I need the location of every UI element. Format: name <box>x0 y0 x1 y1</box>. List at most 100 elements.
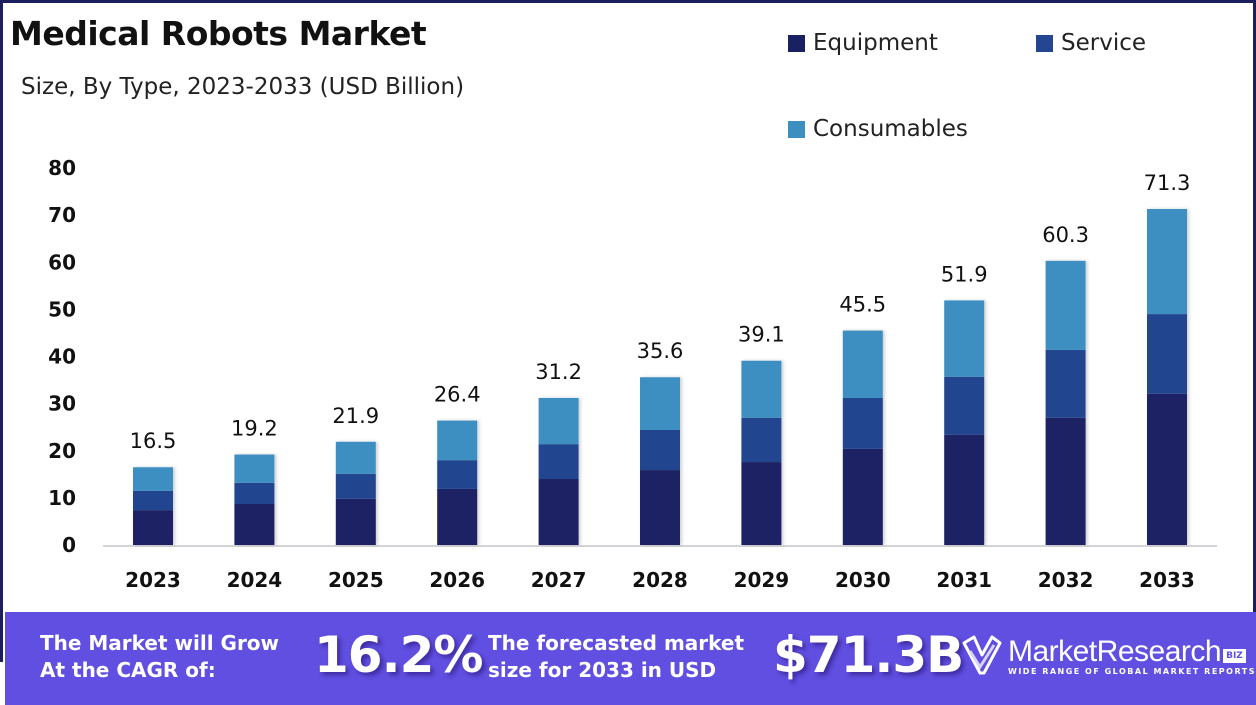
x-tick-label: 2033 <box>1139 568 1195 592</box>
y-tick-label: 50 <box>48 297 76 321</box>
bar-segment-consumables <box>741 360 782 418</box>
cagr-value: 16.2% <box>314 626 483 684</box>
legend-label: Consumables <box>813 116 968 142</box>
logo-tagline: WIDE RANGE OF GLOBAL MARKET REPORTS <box>1008 666 1256 676</box>
data-label: 35.6 <box>637 339 684 363</box>
legend-item-equipment: Equipment <box>788 30 938 56</box>
data-label: 45.5 <box>839 293 886 317</box>
bar-stack-2025 <box>335 441 376 545</box>
bar-segment-service <box>741 417 782 463</box>
x-tick-label: 2031 <box>936 568 992 592</box>
data-label: 39.1 <box>738 323 785 347</box>
bar-segment-consumables <box>944 300 985 377</box>
bar-segment-consumables <box>640 377 680 431</box>
y-tick-label: 0 <box>62 533 76 557</box>
forecast-caption-line2: size for 2033 in USD <box>488 658 717 682</box>
x-tick-label: 2028 <box>632 568 688 592</box>
chart-subtitle: Size, By Type, 2023-2033 (USD Billion) <box>21 74 465 100</box>
data-label: 31.2 <box>535 360 582 384</box>
bar-segment-equipment <box>1045 417 1086 545</box>
bar-segment-service <box>538 444 579 480</box>
bar-segment-service <box>1045 349 1086 418</box>
bar-stack-2032 <box>1045 260 1086 545</box>
bar-segment-consumables <box>842 330 883 398</box>
summary-banner <box>5 612 1256 705</box>
data-label: 16.5 <box>130 429 177 453</box>
data-label: 60.3 <box>1042 223 1089 247</box>
bar-stack-2023 <box>133 467 173 545</box>
bar-stack-2024 <box>234 454 275 545</box>
x-tick-label: 2024 <box>227 568 283 592</box>
y-tick-label: 30 <box>48 392 76 416</box>
bar-segment-equipment <box>437 488 478 545</box>
legend-label: Equipment <box>813 30 938 56</box>
bar-segment-consumables <box>1147 208 1187 315</box>
bar-segment-service <box>234 482 275 505</box>
bar-segment-service <box>640 430 680 471</box>
x-tick-label: 2032 <box>1038 568 1094 592</box>
x-tick-label: 2025 <box>328 568 384 592</box>
legend-item-service: Service <box>1036 30 1146 56</box>
y-tick-label: 20 <box>48 439 76 463</box>
logo-badge: BIZ <box>1223 649 1246 663</box>
y-tick-label: 10 <box>48 486 76 510</box>
bar-segment-service <box>842 397 883 449</box>
logo-name: MarketResearch <box>1008 634 1222 668</box>
cagr-caption-line1: The Market will Grow <box>40 631 280 655</box>
bar-stack-2033 <box>1147 208 1187 545</box>
data-label: 71.3 <box>1144 171 1191 195</box>
bar-segment-consumables <box>437 420 478 461</box>
data-label: 21.9 <box>332 404 379 428</box>
y-tick-label: 80 <box>48 156 76 180</box>
data-label: 26.4 <box>434 383 481 407</box>
bar-stack-2027 <box>538 397 579 545</box>
checkmark-shield-icon <box>962 635 1002 675</box>
bar-segment-equipment <box>1147 393 1187 545</box>
legend-item-consumables: Consumables <box>788 116 968 142</box>
x-tick-label: 2026 <box>429 568 485 592</box>
x-tick-label: 2030 <box>835 568 891 592</box>
bar-segment-consumables <box>335 441 376 474</box>
x-tick-label: 2027 <box>531 568 587 592</box>
forecast-caption-line1: The forecasted market <box>488 631 745 655</box>
marketresearch-logo[interactable]: MarketResearch BIZ WIDE RANGE OF GLOBAL M… <box>962 633 1256 677</box>
bar-stack-2028 <box>640 377 680 545</box>
bar-segment-equipment <box>640 470 680 545</box>
data-label: 51.9 <box>941 262 988 286</box>
bar-segment-equipment <box>234 504 275 545</box>
bar-segment-equipment <box>842 448 883 545</box>
bar-segment-consumables <box>234 454 275 483</box>
bar-segment-service <box>133 490 173 511</box>
cagr-caption-line2: At the CAGR of: <box>40 658 216 682</box>
legend-label: Service <box>1061 30 1147 56</box>
bar-segment-service <box>1147 314 1187 394</box>
y-tick-label: 40 <box>48 345 76 369</box>
forecast-value: $71.3B <box>773 626 964 684</box>
chart-frame <box>0 0 1256 662</box>
x-tick-label: 2023 <box>125 568 181 592</box>
bar-segment-service <box>944 376 985 435</box>
x-tick-label: 2029 <box>734 568 790 592</box>
cagr-caption: The Market will Grow At the CAGR of: <box>40 630 279 684</box>
bar-stack-2031 <box>944 300 985 545</box>
bar-stack-2029 <box>741 360 782 545</box>
bar-segment-equipment <box>335 498 376 545</box>
bar-segment-equipment <box>741 462 782 545</box>
bar-segment-service <box>437 460 478 489</box>
legend-swatch-consumables <box>788 120 805 138</box>
forecast-caption: The forecasted market size for 2033 in U… <box>488 630 744 684</box>
bar-stack-2030 <box>842 330 883 545</box>
y-tick-label: 60 <box>48 250 76 274</box>
bar-segment-service <box>335 473 376 499</box>
y-tick-label: 70 <box>48 203 76 227</box>
bar-segment-consumables <box>133 467 173 491</box>
legend-swatch-service <box>1036 34 1053 52</box>
chart-title: Medical Robots Market <box>10 14 427 53</box>
bar-stack-2026 <box>437 420 478 545</box>
legend-swatch-equipment <box>788 34 805 52</box>
bar-segment-consumables <box>1045 260 1086 350</box>
data-label: 19.2 <box>231 417 278 441</box>
bar-segment-equipment <box>944 434 985 545</box>
bar-segment-consumables <box>538 397 579 445</box>
